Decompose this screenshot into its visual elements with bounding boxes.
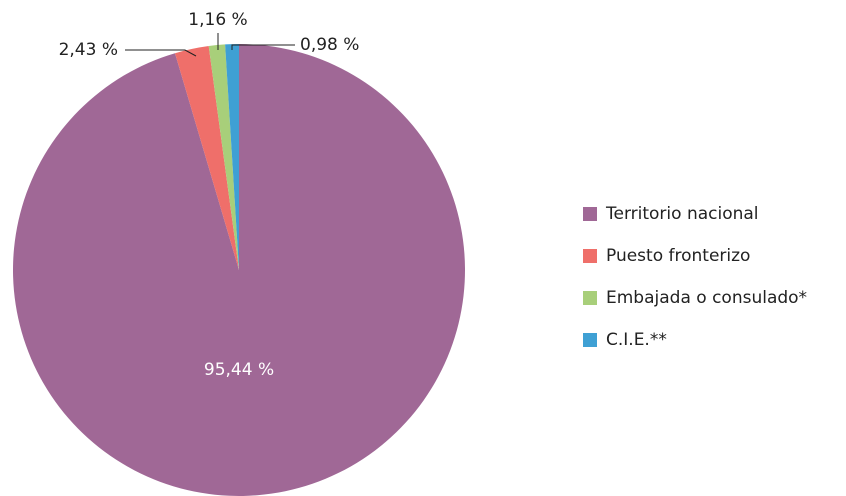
legend-swatch <box>583 333 597 347</box>
pie-slice <box>175 46 239 270</box>
legend-swatch <box>583 249 597 263</box>
legend-label: Puesto fronterizo <box>606 246 750 266</box>
legend-swatch <box>583 291 597 305</box>
pie-slice <box>13 44 466 496</box>
leader-line <box>125 49 197 57</box>
legend-label: C.I.E.** <box>606 330 667 350</box>
value-label: 2,43 % <box>59 40 118 60</box>
legend-label: Territorio nacional <box>605 204 759 224</box>
leader-line <box>231 44 295 50</box>
pie-slice <box>225 44 239 270</box>
pie-slice <box>208 44 239 270</box>
legend-swatch <box>583 207 597 221</box>
value-label: 1,16 % <box>188 10 247 30</box>
value-label: 95,44 % <box>204 360 274 380</box>
legend-label: Embajada o consulado* <box>606 288 807 308</box>
value-label: 0,98 % <box>300 35 359 55</box>
